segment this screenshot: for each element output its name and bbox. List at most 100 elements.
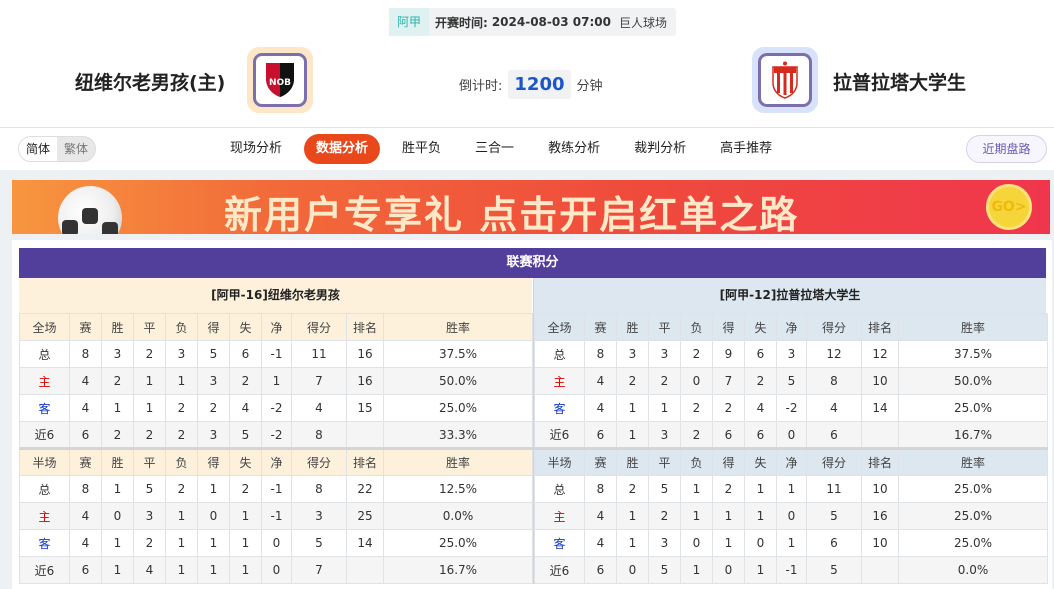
tab-5[interactable]: 裁判分析 [634,141,687,156]
cell: -1 [776,556,807,584]
column-header: 排名 [861,447,899,476]
column-header: 净 [776,447,807,476]
cell: -2 [261,421,292,449]
cell: 6 [712,421,745,449]
cell: 1 [744,556,777,584]
cell: 1 [616,394,649,422]
row-label: 客 [19,394,70,422]
cell: 37.5% [383,340,533,368]
row-label: 近6 [534,421,585,449]
cell: 5 [806,556,862,584]
cell: 25.0% [898,475,1048,503]
cell: 4 [291,394,347,422]
recent-handicap-button[interactable]: 近期盘路 [966,135,1047,163]
row-label: 总 [19,340,70,368]
language-toggle[interactable]: 简体 繁体 [18,136,97,162]
column-header: 胜 [616,313,649,341]
table-row: 主 4 0 3 1 0 1 -1 3 25 0.0% [19,502,533,530]
cell [346,421,384,449]
home-team-name[interactable]: 纽维尔老男孩(主) [75,72,226,94]
cell: 1 [165,502,198,530]
tab-4[interactable]: 教练分析 [548,141,601,156]
cell: 6 [69,556,102,584]
match-info: 阿甲 开赛时间: 2024-08-03 07:00 巨人球场 [389,8,676,36]
cell: 1 [165,367,198,395]
league-badge[interactable]: 阿甲 [389,8,430,36]
column-header: 得分 [806,447,862,476]
column-header: 平 [133,313,166,341]
tab-1[interactable]: 数据分析 [304,134,381,164]
cell: 8 [584,475,617,503]
cell: 1 [616,421,649,449]
row-label: 主 [534,502,585,530]
column-header: 得 [197,313,230,341]
venue: 巨人球场 [618,15,667,30]
row-label: 总 [534,475,585,503]
traditional-option[interactable]: 繁体 [64,142,89,156]
cell [861,421,899,449]
column-header: 失 [229,447,262,476]
cell: 12.5% [383,475,533,503]
full-header-row: 全场赛胜平负得失净得分 排名 胜率 [19,313,533,341]
analysis-nav: 简体 繁体 现场分析 数据分析 胜平负 三合一 教练分析 裁判分析 高手推荐 近期盘路 [0,128,1054,170]
tab-0[interactable]: 现场分析 [230,141,283,156]
cell: 2 [680,421,713,449]
cell: 3 [101,340,134,368]
cell: 2 [165,421,198,449]
cell: 4 [69,529,102,557]
cell: 6 [744,340,777,368]
table-row: 总 8 1 5 2 1 2 -1 8 22 12.5% [19,475,533,503]
cell: 1 [197,475,230,503]
table-row: 客 4 1 1 2 2 4 -2 4 15 25.0% [19,394,533,422]
cell: 5 [229,421,262,449]
cell: 12 [806,340,862,368]
column-header: 净 [261,313,292,341]
cell: 6 [584,556,617,584]
cell: 0 [616,556,649,584]
table-row: 近6 6 0 5 1 0 1 -1 5 0.0% [534,556,1048,584]
cell: 0.0% [383,502,533,530]
countdown: 倒计时: 1200 分钟 [459,70,603,99]
cell: 0 [101,502,134,530]
column-header: 胜 [616,447,649,476]
cell: 1 [229,529,262,557]
home-team-logo[interactable]: NOB [247,47,313,113]
table-row: 近6 6 1 3 2 6 6 0 6 16.7% [534,421,1048,449]
home-standings: [阿甲-16]纽维尔老男孩 全场赛胜平负得失净得分 排名 胜率总 8 3 2 3 5 6 -1 11… [19,278,533,584]
cell: 25.0% [898,502,1048,530]
countdown-label: 倒计时: [459,79,503,94]
cell: 8 [806,367,862,395]
cell: 8 [584,340,617,368]
promo-banner[interactable]: 新用户专享礼 点击开启红单之路 GO> [12,180,1050,234]
tab-6[interactable]: 高手推荐 [720,141,773,156]
cell: 25.0% [898,394,1048,422]
cell: 1 [680,556,713,584]
countdown-value: 1200 [508,70,571,99]
table-row: 客 4 1 3 0 1 0 1 6 10 25.0% [534,529,1048,557]
cell: 2 [101,421,134,449]
cell: 8 [69,475,102,503]
column-header: 排名 [346,313,384,341]
cell: 2 [648,502,681,530]
go-button[interactable]: GO> [986,184,1032,230]
cell: 2 [197,394,230,422]
cell: 2 [229,367,262,395]
cell: 1 [744,475,777,503]
away-team-name[interactable]: 拉普拉塔大学生 [833,72,967,94]
cell: 0 [197,502,230,530]
simplified-option[interactable]: 简体 [19,137,58,161]
tab-2[interactable]: 胜平负 [402,141,442,156]
away-team-logo[interactable] [752,47,818,113]
cell: 1 [197,529,230,557]
column-header: 赛 [69,313,102,341]
cell: 8 [291,421,347,449]
column-header: 胜率 [383,313,533,341]
cell: 4 [584,529,617,557]
cell: 3 [165,340,198,368]
column-header: 失 [229,313,262,341]
countdown-unit: 分钟 [576,79,603,94]
cell: 25.0% [383,529,533,557]
tab-3[interactable]: 三合一 [475,141,515,156]
column-header: 得分 [806,313,862,341]
cell: 1 [101,394,134,422]
